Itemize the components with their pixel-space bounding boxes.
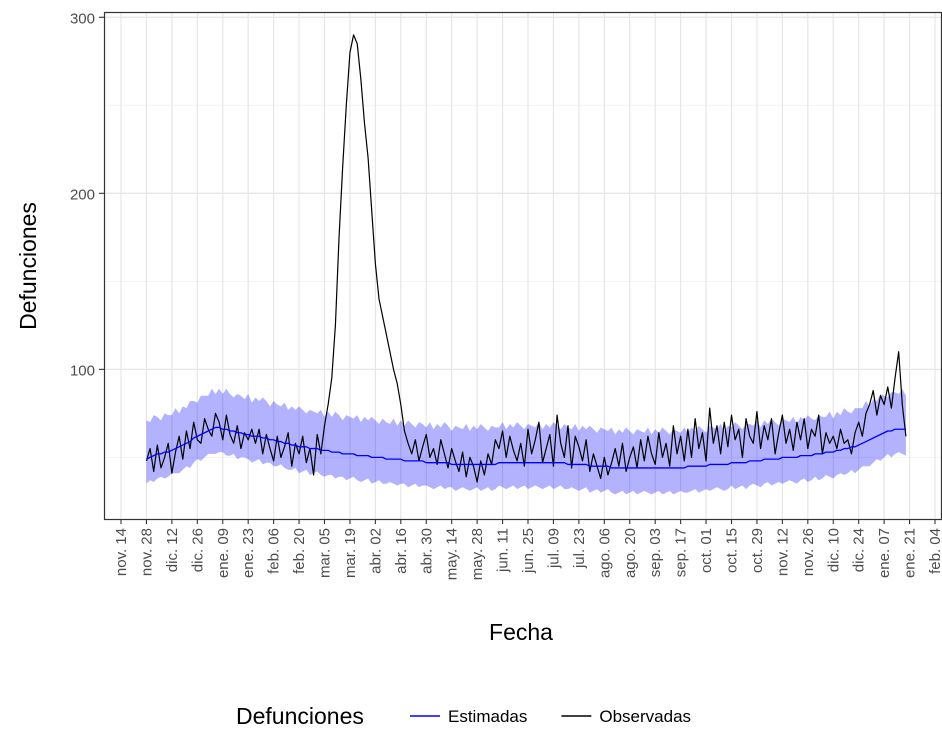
x-tick-label: jul. 09 xyxy=(545,528,562,569)
x-tick-label: jun. 11 xyxy=(495,528,512,573)
y-axis-title: Defunciones xyxy=(15,202,41,330)
x-tick-label: abr. 30 xyxy=(418,528,435,574)
x-tick-label: dic. 10 xyxy=(825,528,842,572)
x-tick-label: oct. 15 xyxy=(724,528,741,573)
axes: 100 200 300 nov. 14 nov. 28 dic. 12 dic. 26 ene… xyxy=(70,10,942,580)
x-tick-label: abr. 02 xyxy=(367,528,384,574)
plot-area xyxy=(145,34,907,495)
x-tick-label: ago. 06 xyxy=(596,528,613,578)
x-tick-label: ene. 23 xyxy=(240,528,257,578)
x-tick-label: jul. 23 xyxy=(571,528,588,569)
x-tick-label: sep. 17 xyxy=(673,528,690,577)
x-tick-label: nov. 14 xyxy=(113,528,130,576)
x-tick-label: dic. 24 xyxy=(851,528,868,572)
confidence-band xyxy=(146,388,906,495)
x-tick-label: ago. 20 xyxy=(622,528,639,578)
x-tick-label: feb. 04 xyxy=(927,528,942,574)
x-tick-label: nov. 26 xyxy=(800,528,817,576)
x-tick-label: ene. 09 xyxy=(215,528,232,578)
legend-label: Estimadas xyxy=(448,707,527,726)
x-tick-label: mar. 19 xyxy=(342,528,359,578)
x-tick-label: nov. 28 xyxy=(138,528,155,576)
x-tick-label: nov. 12 xyxy=(774,528,791,576)
y-tick-label: 300 xyxy=(70,10,95,27)
x-tick-label: feb. 20 xyxy=(291,528,308,574)
legend: Estimadas Observadas xyxy=(410,707,691,726)
x-tick-label: may. 14 xyxy=(444,528,461,580)
x-tick-label: may. 28 xyxy=(469,528,486,580)
x-tick-label: mar. 05 xyxy=(317,528,334,578)
x-tick-label: dic. 26 xyxy=(189,528,206,572)
y-tick-label: 100 xyxy=(70,362,95,379)
series-line xyxy=(146,426,906,469)
x-axis-title: Fecha xyxy=(489,619,553,645)
x-tick-label: ene. 07 xyxy=(876,528,893,578)
x-tick-label: oct. 01 xyxy=(698,528,715,573)
y-tick-label: 200 xyxy=(70,186,95,203)
x-tick-label: abr. 16 xyxy=(393,528,410,574)
legend-title: Defunciones xyxy=(236,703,364,729)
series-line xyxy=(145,34,907,483)
x-tick-label: dic. 12 xyxy=(164,528,181,572)
x-tick-label: oct. 29 xyxy=(749,528,766,573)
legend-label: Observadas xyxy=(599,707,691,726)
x-tick-label: ene. 21 xyxy=(902,528,919,578)
x-tick-label: sep. 03 xyxy=(647,528,664,577)
x-tick-label: feb. 06 xyxy=(266,528,283,574)
x-tick-label: jun. 25 xyxy=(520,528,537,574)
